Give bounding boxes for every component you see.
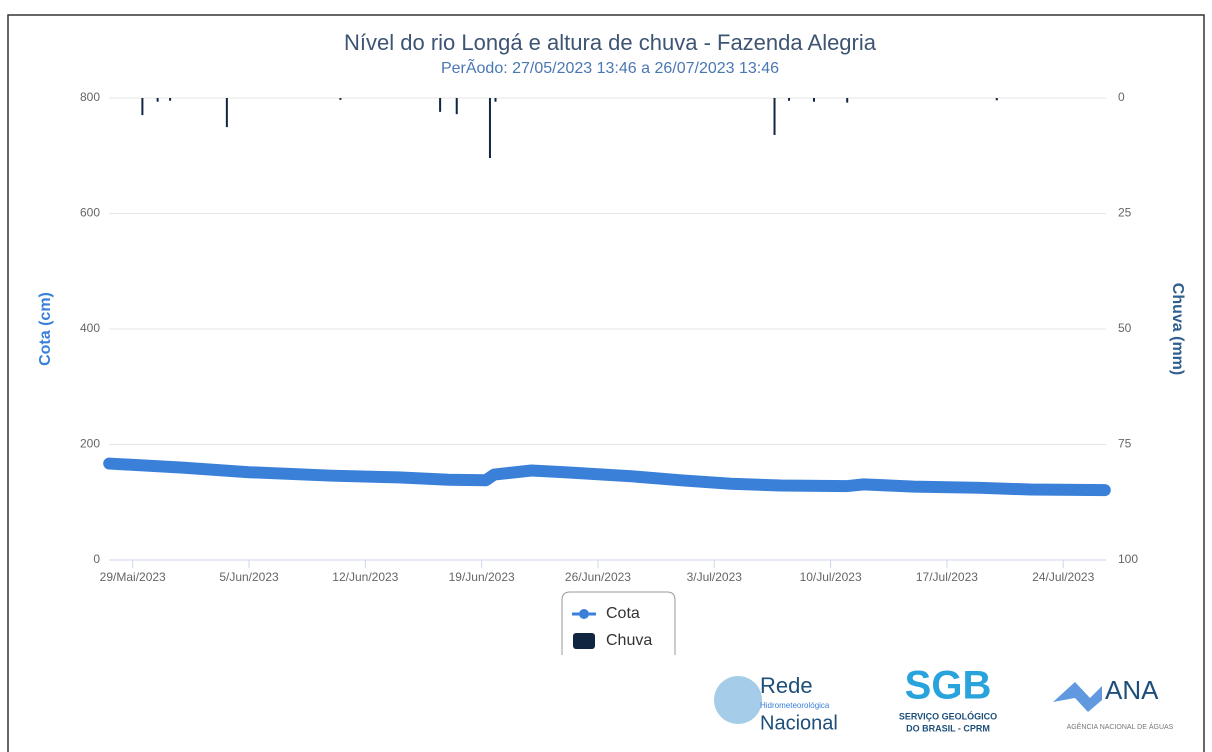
bar <box>995 98 998 101</box>
logo-text: SERVIÇO GEOLÓGICO <box>899 710 997 721</box>
logo-text: SGB <box>905 664 992 708</box>
y-axis-label: Cota (cm) <box>37 292 54 366</box>
x-tick-label: 5/Jun/2023 <box>219 570 279 584</box>
line <box>103 457 1111 497</box>
chart-title: Nível do rio Longá e altura de chuva - F… <box>344 30 877 55</box>
y-tick-label: 200 <box>80 437 100 451</box>
logo-text: Hidrometeorológica <box>760 701 830 710</box>
x-tick-label: 3/Jul/2023 <box>687 570 743 584</box>
logo-icon <box>714 676 762 724</box>
legend-label[interactable]: Chuva <box>606 632 652 649</box>
bar <box>455 98 458 115</box>
logo-text: Nacional <box>760 712 838 734</box>
bar <box>773 98 776 135</box>
chart-subtitle: PerÃodo: 27/05/2023 13:46 a 26/07/2023 1… <box>441 57 779 77</box>
x-tick-label: 29/Mai/2023 <box>100 570 166 584</box>
bar <box>788 98 791 101</box>
y-tick-label: 800 <box>80 90 100 104</box>
y-tick-label: 0 <box>93 552 100 566</box>
x-tick-label: 10/Jul/2023 <box>800 570 862 584</box>
y-tick-label: 400 <box>80 321 100 335</box>
bar <box>846 98 849 103</box>
logo-text: AGÊNCIA NACIONAL DE ÁGUAS <box>1067 722 1174 731</box>
y-tick-label: 600 <box>80 206 100 220</box>
bar <box>812 98 815 102</box>
x-tick-label: 12/Jun/2023 <box>332 570 398 584</box>
bar <box>339 98 342 100</box>
logo-text: DO BRASIL - CPRM <box>906 723 990 733</box>
logos: Rede Hidrometeorológica Nacional SGB SER… <box>714 664 1174 734</box>
bar <box>439 98 442 112</box>
legend-marker[interactable] <box>579 609 589 619</box>
bar <box>156 98 159 102</box>
x-tick-label: 24/Jul/2023 <box>1032 570 1094 584</box>
legend-marker[interactable] <box>573 633 595 649</box>
bar <box>225 98 228 128</box>
bar <box>494 98 497 102</box>
y2-tick-label: 25 <box>1118 206 1132 220</box>
x-tick-label: 17/Jul/2023 <box>916 570 978 584</box>
y2-tick-label: 100 <box>1118 552 1138 566</box>
bar <box>488 98 491 159</box>
y2-axis-label: Chuva (mm) <box>1169 283 1186 375</box>
legend-label[interactable]: Cota <box>606 605 640 622</box>
logo-text: ANA <box>1105 675 1159 705</box>
logo-text: Rede <box>760 673 813 698</box>
y2-tick-label: 0 <box>1118 90 1125 104</box>
bar <box>141 98 144 116</box>
y2-tick-label: 50 <box>1118 321 1132 335</box>
bar <box>169 98 172 101</box>
y2-tick-label: 75 <box>1118 437 1132 451</box>
x-tick-label: 26/Jun/2023 <box>565 570 631 584</box>
logo-icon <box>1053 682 1102 712</box>
x-tick-label: 19/Jun/2023 <box>449 570 515 584</box>
legend: Cota Chuva <box>561 591 676 655</box>
